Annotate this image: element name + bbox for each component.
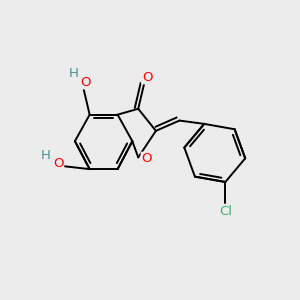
Text: Cl: Cl [219,205,232,218]
Text: O: O [141,152,152,165]
Text: O: O [80,76,91,89]
Text: O: O [142,71,152,84]
Text: H: H [40,148,50,161]
Text: O: O [53,157,64,170]
Text: H: H [68,67,78,80]
